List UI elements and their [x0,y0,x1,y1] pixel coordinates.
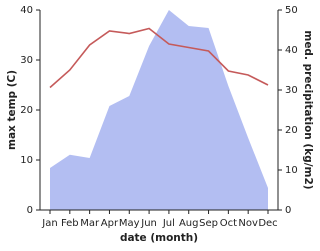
y-tick-label: 40 [20,5,33,16]
x-tick-label: Dec [258,218,277,229]
y-tick-label: 0 [27,205,33,216]
y-tick-label: 10 [20,155,33,166]
y2-tick-label: 30 [285,85,298,96]
x-tick-label: Oct [220,218,237,229]
y2-tick-label: 40 [285,45,298,56]
temperature-line [49,27,269,89]
y-tick-label: 20 [20,105,33,116]
y-tick-label: 30 [20,55,33,66]
y2-tick-label: 10 [285,165,298,176]
x-tick-label: Aug [179,218,199,229]
x-tick-label: Mar [80,218,100,229]
x-tick-label: Sep [199,218,218,229]
x-tick-label: May [119,218,140,229]
x-tick-label: Feb [61,218,79,229]
x-tick-label: Nov [238,218,258,229]
y2-tick-label: 0 [285,205,291,216]
y2-axis-label: med. precipitation (kg/m2) [302,30,314,189]
x-tick-label: Jun [140,218,157,229]
y2-tick-label: 50 [285,5,298,16]
chart: date (month) max temp (C) med. precipita… [6,5,314,244]
y2-tick-label: 20 [285,125,298,136]
x-tick-label: Jan [41,218,57,229]
x-tick-label: Jul [162,218,175,229]
y-axis-label: max temp (C) [6,70,18,150]
x-tick-label: Apr [101,218,119,229]
x-axis-label: date (month) [120,232,198,244]
precipitation-area [50,10,268,210]
